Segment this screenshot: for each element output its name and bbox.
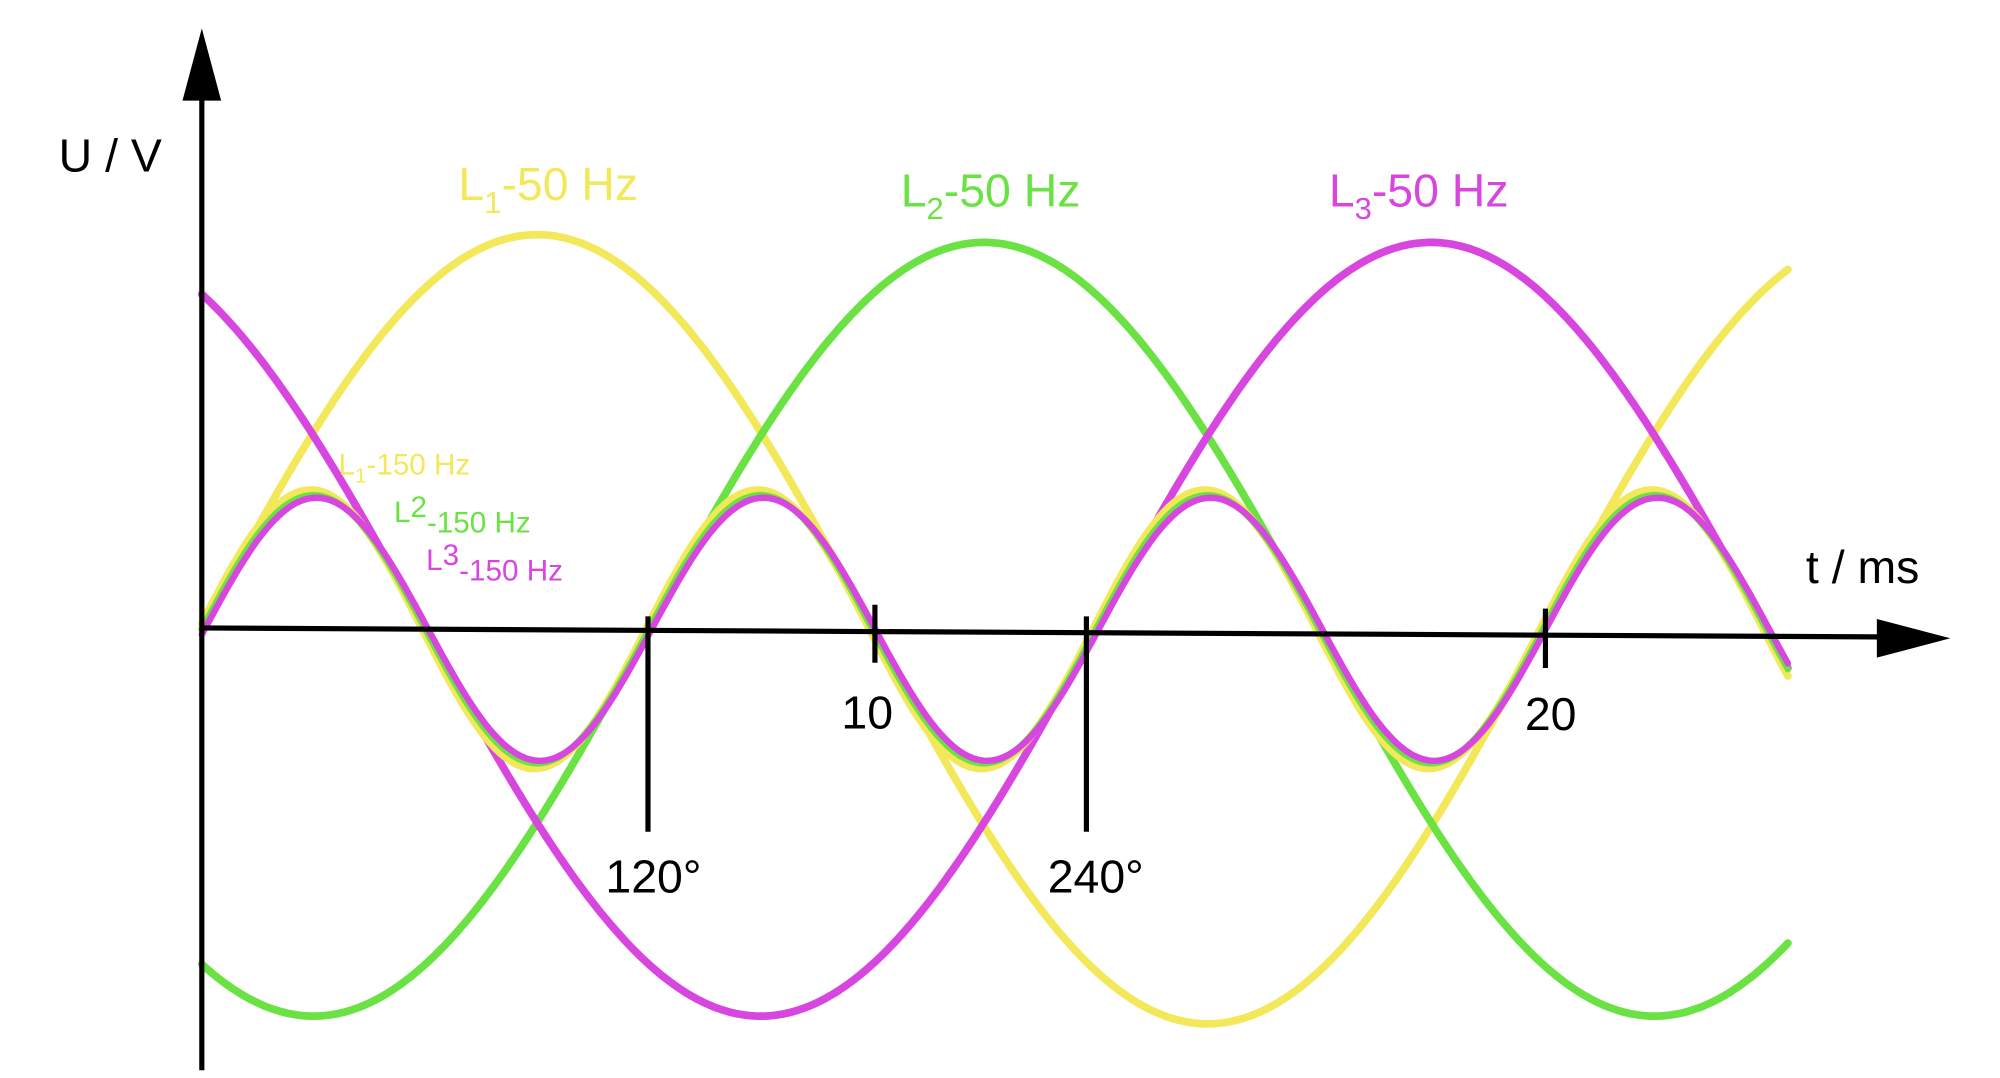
x-label: t / ms <box>1806 541 1919 593</box>
waveform <box>198 494 1792 765</box>
curve-label: L3-50 Hz <box>1329 164 1509 226</box>
harmonic-label: L1-150 Hz <box>339 449 471 488</box>
x-axis <box>200 625 1897 640</box>
harmonic-label: L2-150 Hz <box>394 491 531 539</box>
tick-label: 20 <box>1525 688 1577 740</box>
curves <box>197 230 1792 1028</box>
y-arrow <box>182 28 222 101</box>
angle-label: 120° <box>605 850 701 902</box>
harmonic-label: L3-150 Hz <box>426 539 563 587</box>
angle-label: 240° <box>1048 850 1144 902</box>
y-label: U / V <box>59 130 162 182</box>
tick-label: 10 <box>841 687 893 739</box>
waveform <box>197 238 1792 1020</box>
curve-label: L1-50 Hz <box>458 158 638 220</box>
x-arrow <box>1876 618 1951 658</box>
curve-label: L2-50 Hz <box>901 164 1081 226</box>
